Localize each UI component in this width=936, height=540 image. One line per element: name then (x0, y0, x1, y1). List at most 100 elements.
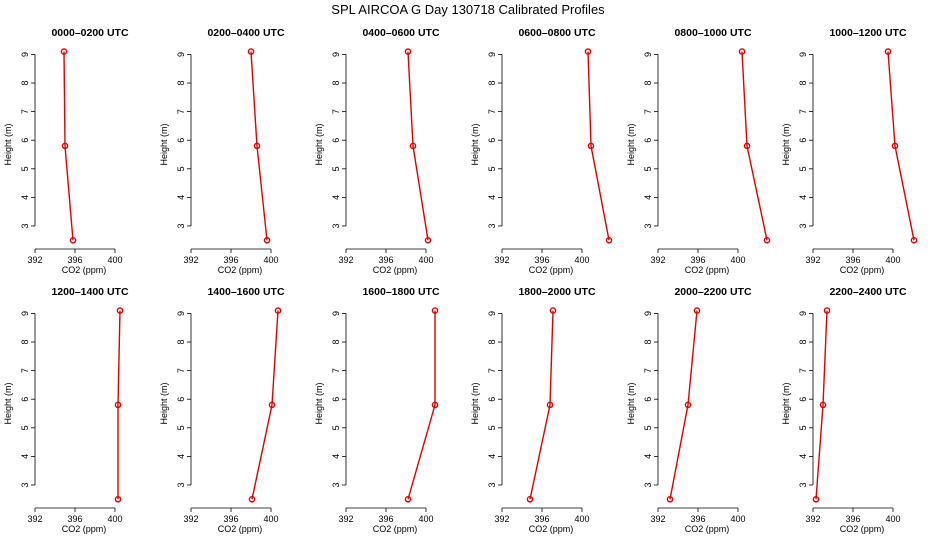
y-tick-label: 9 (331, 52, 341, 57)
y-tick-label: 9 (176, 52, 186, 57)
data-point (61, 142, 69, 150)
x-tick-label: 396 (378, 514, 393, 524)
y-tick-label: 4 (331, 454, 341, 459)
y-tick-label: 7 (643, 109, 653, 114)
data-point (247, 48, 255, 55)
x-axis-label: CO2 (ppm) (62, 265, 107, 275)
y-tick-label: 4 (331, 195, 341, 200)
y-tick-label: 9 (176, 311, 186, 316)
x-tick-label: 396 (690, 255, 705, 265)
x-tick-label: 392 (650, 514, 665, 524)
y-tick-label: 8 (798, 81, 808, 86)
data-point (404, 48, 412, 55)
panel-7: 1200–1400 UTC 3 4 5 6 7 8 9 Height (m) 392 396 400C… (3, 286, 129, 534)
y-tick-label: 6 (20, 397, 30, 402)
y-axis-label: Height (m) (3, 382, 13, 424)
data-point (684, 401, 692, 409)
y-tick-label: 7 (331, 109, 341, 114)
y-tick-label: 7 (331, 368, 341, 373)
y-tick-label: 7 (487, 109, 497, 114)
x-tick-label: 396 (690, 514, 705, 524)
x-tick-label: 392 (183, 255, 198, 265)
data-point (274, 307, 282, 314)
y-tick-label: 3 (798, 223, 808, 228)
y-tick-label: 5 (20, 166, 30, 171)
x-axis-label: CO2 (ppm) (529, 265, 574, 275)
y-tick-label: 6 (643, 397, 653, 402)
y-tick-label: 3 (643, 223, 653, 228)
profile-line (407, 310, 436, 500)
x-tick-label: 400 (730, 514, 745, 524)
y-tick-label: 7 (20, 109, 30, 114)
data-point (549, 307, 557, 314)
y-tick-label: 4 (20, 454, 30, 459)
y-tick-label: 9 (331, 311, 341, 316)
x-tick-label: 392 (494, 514, 509, 524)
panel-title: 1200–1400 UTC (51, 286, 128, 298)
data-point (738, 48, 746, 55)
x-tick-label: 396 (845, 255, 860, 265)
data-point (69, 236, 77, 244)
data-point (431, 401, 439, 409)
x-axis-label: CO2 (ppm) (373, 265, 418, 275)
y-tick-label: 5 (331, 166, 341, 171)
x-tick-label: 400 (263, 255, 278, 265)
x-tick-label: 392 (183, 514, 198, 524)
y-tick-label: 8 (20, 340, 30, 345)
data-point (812, 495, 820, 503)
y-axis-label: Height (m) (159, 123, 169, 165)
y-tick-label: 8 (176, 340, 186, 345)
data-point (409, 142, 417, 150)
x-tick-label: 396 (223, 255, 238, 265)
x-tick-label: 392 (27, 255, 42, 265)
y-tick-label: 3 (798, 482, 808, 487)
y-tick-label: 6 (798, 138, 808, 143)
x-axis-label: CO2 (ppm) (218, 265, 263, 275)
panel-title: 0800–1000 UTC (674, 27, 751, 39)
y-tick-label: 5 (331, 425, 341, 430)
data-point (891, 142, 899, 150)
y-tick-label: 6 (331, 138, 341, 143)
y-tick-label: 4 (176, 454, 186, 459)
data-point (263, 236, 271, 244)
y-axis-label: Height (m) (626, 382, 636, 424)
panel-12: 2200–2400 UTC 3 4 5 6 7 8 9 Height (m) 392 396 400C… (781, 286, 907, 534)
profile-line (887, 51, 915, 241)
profile-line (117, 310, 121, 500)
x-axis-label: CO2 (ppm) (840, 265, 885, 275)
x-tick-label: 400 (107, 514, 122, 524)
panel-10: 1800–2000 UTC 3 4 5 6 7 8 9 Height (m) 392 396 400C… (470, 286, 596, 534)
y-tick-label: 8 (643, 340, 653, 345)
data-point (819, 401, 827, 409)
panel-title: 1400–1600 UTC (207, 286, 284, 298)
x-axis-label: CO2 (ppm) (373, 524, 418, 534)
y-tick-label: 9 (487, 52, 497, 57)
y-axis-label: Height (m) (781, 382, 791, 424)
y-tick-label: 5 (643, 166, 653, 171)
y-axis-label: Height (m) (314, 382, 324, 424)
panel-8: 1400–1600 UTC 3 4 5 6 7 8 9 Height (m) 392 396 400C… (159, 286, 285, 534)
panel-1: 0000–0200 UTC 3 4 5 6 7 8 9 Height (m) 392 396 400C… (3, 27, 129, 275)
y-axis-label: Height (m) (470, 382, 480, 424)
x-tick-label: 400 (574, 514, 589, 524)
y-tick-label: 4 (643, 195, 653, 200)
profile-line (63, 51, 74, 241)
y-axis-label: Height (m) (314, 123, 324, 165)
y-tick-label: 6 (20, 138, 30, 143)
x-axis-label: CO2 (ppm) (840, 524, 885, 534)
y-axis-label: Height (m) (470, 123, 480, 165)
y-tick-label: 7 (176, 109, 186, 114)
y-tick-label: 4 (487, 195, 497, 200)
data-point (910, 236, 918, 244)
y-tick-label: 8 (20, 81, 30, 86)
y-tick-label: 5 (798, 166, 808, 171)
y-axis-label: Height (m) (159, 382, 169, 424)
x-tick-label: 400 (885, 514, 900, 524)
y-tick-label: 5 (176, 425, 186, 430)
data-point (114, 495, 122, 503)
y-tick-label: 9 (487, 311, 497, 316)
y-tick-label: 7 (798, 368, 808, 373)
data-point (884, 48, 892, 55)
data-point (584, 48, 592, 55)
y-tick-label: 3 (331, 482, 341, 487)
